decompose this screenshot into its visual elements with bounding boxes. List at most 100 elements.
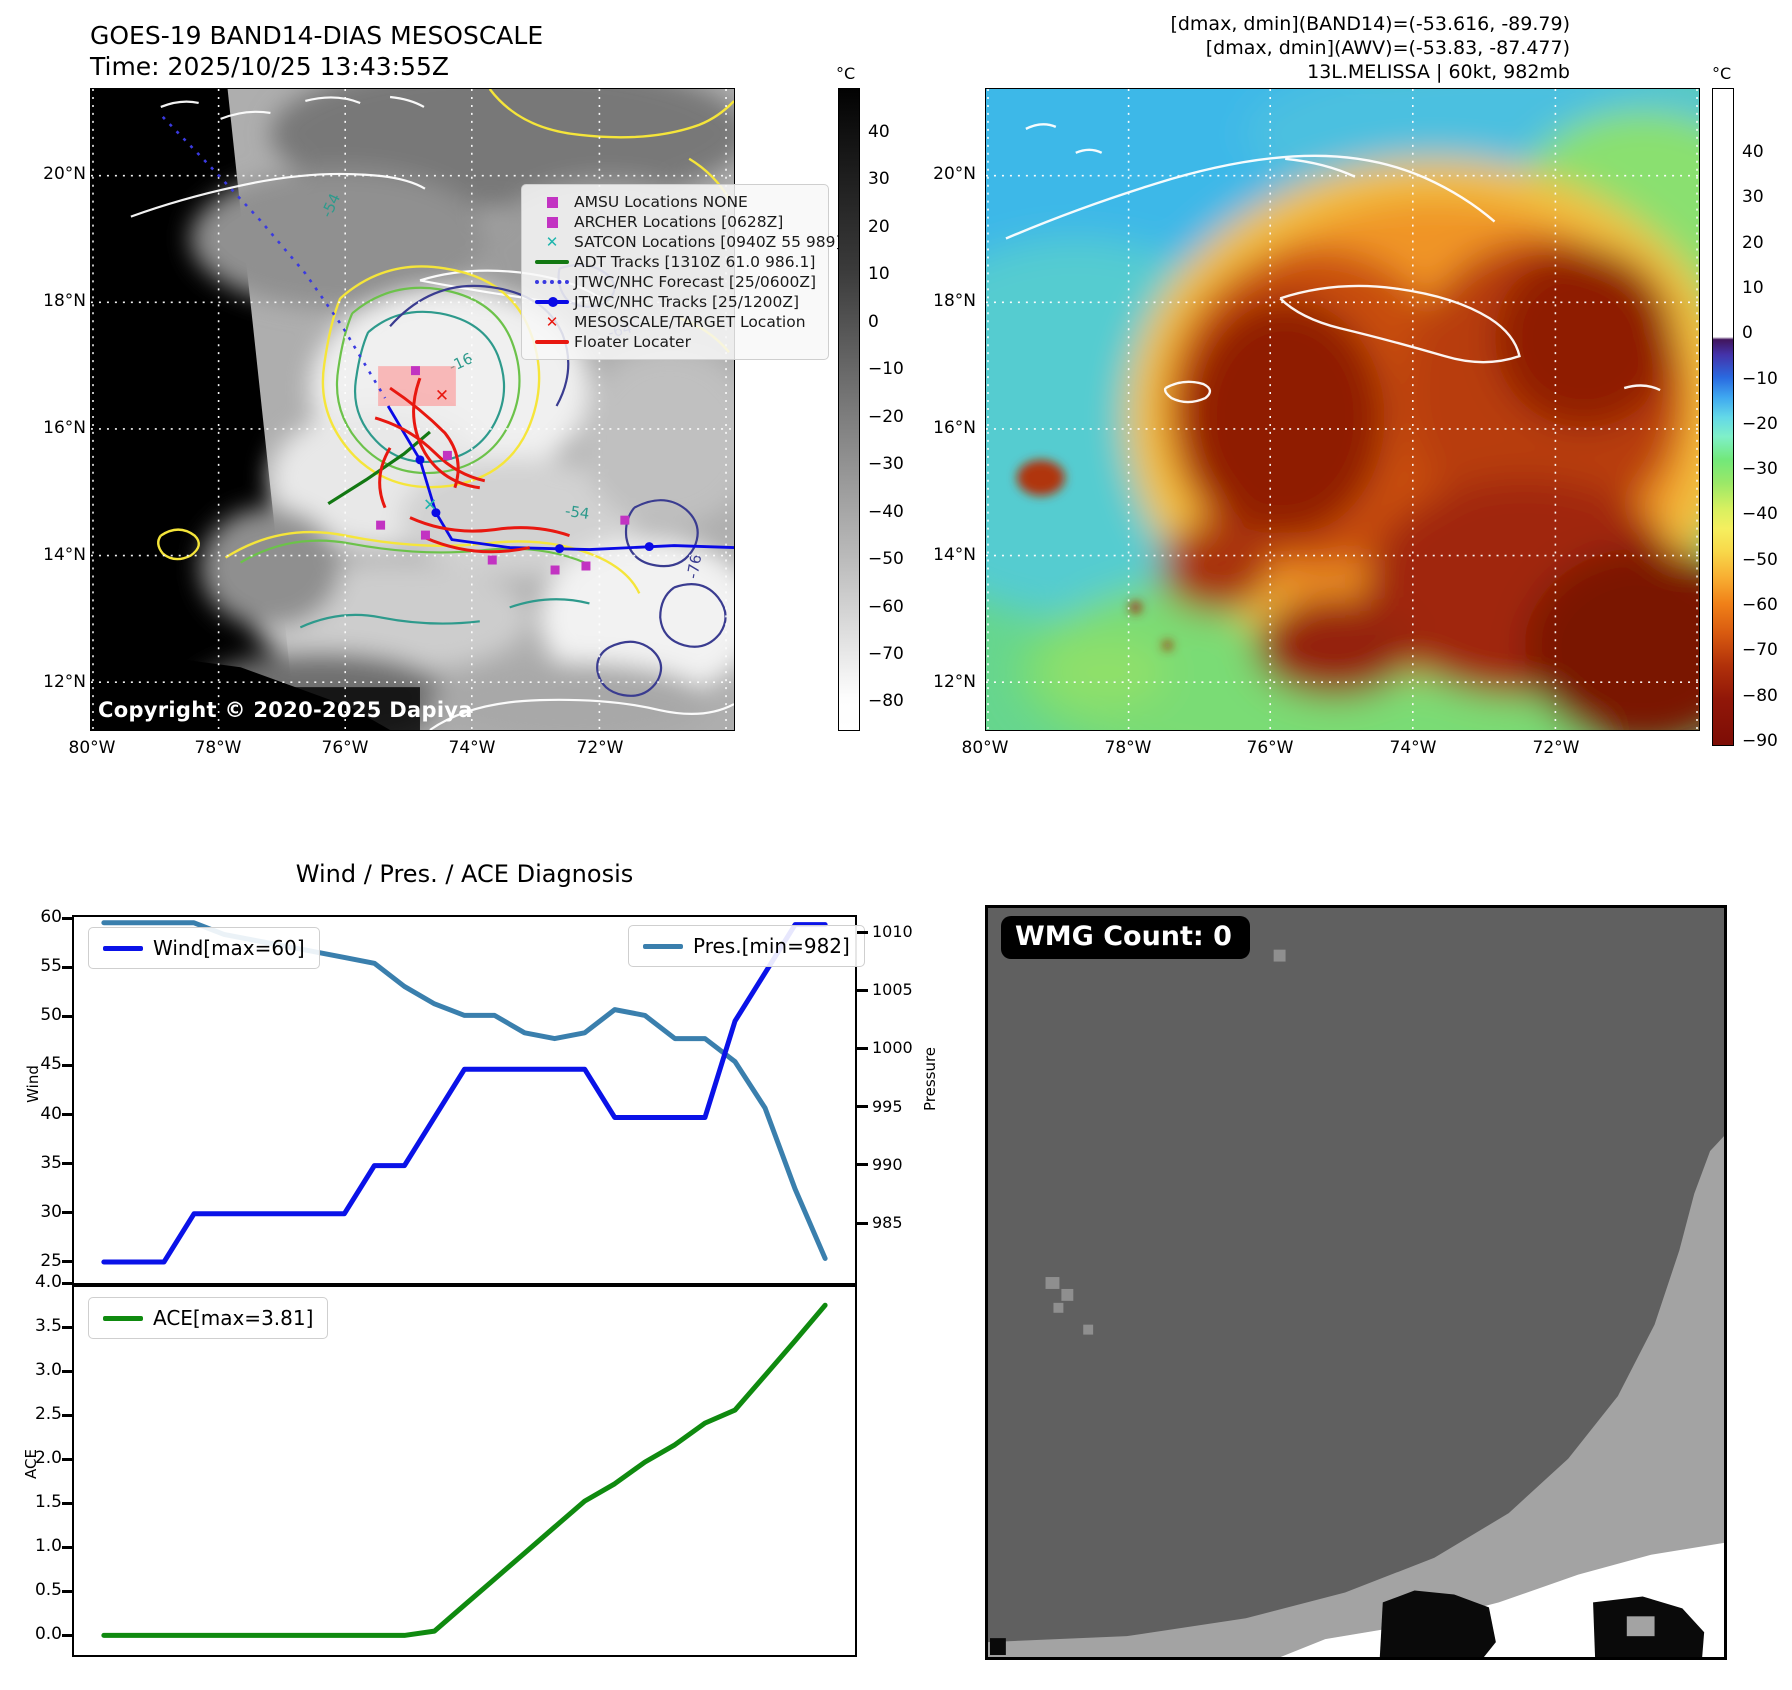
svg-text:✕: ✕ — [435, 385, 449, 405]
legend-item-label: SATCON Locations [0940Z 55 989] — [574, 233, 842, 251]
ace-legend: ACE[max=3.81] — [88, 1297, 329, 1339]
band14-colorbar-tick: 40 — [868, 122, 890, 142]
awv-colorbar-tick: 0 — [1742, 323, 1753, 344]
pressure-y-tick: 1005 — [872, 980, 913, 1000]
series-ACE[max=3.81] — [101, 1302, 828, 1638]
pressure-y-tick: 995 — [872, 1096, 903, 1116]
awv-colorbar-unit: °C — [1712, 64, 1732, 83]
line-marker-icon — [530, 260, 574, 264]
awv-colorbar-tick: 30 — [1742, 187, 1764, 208]
square-marker-icon — [530, 196, 574, 208]
band14-colorbar-tick: −50 — [868, 549, 904, 570]
awv-colorbar-tick: 40 — [1742, 142, 1764, 162]
ace-y-tick: 0.5 — [34, 1580, 62, 1600]
x-marker-icon: ✕ — [545, 232, 559, 251]
ace-y-tick: 2.0 — [34, 1448, 62, 1468]
awv-annotations: [dmax, dmin](BAND14)=(-53.616, -89.79) [… — [1100, 12, 1570, 84]
awv-colorbar-tick: 20 — [1742, 232, 1764, 253]
axis-tick-mark — [857, 988, 868, 992]
axis-tick-mark — [62, 1281, 72, 1285]
band14-title: GOES-19 BAND14-DIAS MESOSCALE Time: 2025… — [90, 20, 543, 82]
axis-tick-mark — [857, 1221, 868, 1225]
axis-tick-mark — [62, 1501, 72, 1505]
awv-colorbar-tick: −60 — [1742, 595, 1778, 615]
legend-item: AMSU Locations NONE — [530, 192, 818, 212]
legend-item-label: ARCHER Locations [0628Z] — [574, 213, 784, 231]
ace-line — [101, 1302, 828, 1638]
legend-item: ADT Tracks [1310Z 61.0 986.1] — [530, 252, 818, 272]
axis-tick-mark — [857, 1163, 868, 1167]
band14-lat-label: 14°N — [43, 545, 86, 565]
wind-y-tick: 55 — [40, 956, 62, 977]
wind-legend-line — [103, 945, 143, 951]
band14-colorbar-tick: −10 — [868, 359, 904, 380]
awv-lon-label: 74°W — [1389, 738, 1437, 758]
awv-map — [985, 88, 1700, 731]
legend-item-label: MESOSCALE/TARGET Location — [574, 313, 806, 331]
band14-colorbar-tick: 0 — [868, 311, 879, 332]
band14-lat-label: 12°N — [43, 672, 86, 692]
wind-pressure-lines — [101, 920, 828, 1265]
awv-colorbar-tick: −70 — [1742, 640, 1778, 661]
awv-colorbar — [1712, 88, 1734, 746]
pres-legend: Pres.[min=982] — [628, 925, 865, 967]
ace-y-tick: 3.5 — [34, 1316, 62, 1336]
axis-tick-mark — [62, 916, 72, 920]
awv-map-image — [986, 89, 1699, 730]
axis-tick-mark — [62, 965, 72, 969]
awv-lat-label: 20°N — [933, 164, 976, 184]
axis-tick-mark — [857, 930, 868, 934]
awv-colorbar-tick: −80 — [1742, 685, 1778, 706]
dotted-marker-icon — [530, 280, 574, 284]
ace-chart — [72, 1285, 857, 1657]
band14-lon-label: 78°W — [194, 738, 242, 758]
map-legend: AMSU Locations NONE ARCHER Locations [062… — [521, 184, 842, 360]
band14-lat-label: 18°N — [43, 291, 86, 311]
band14-time-line: Time: 2025/10/25 13:43:55Z — [90, 52, 449, 81]
legend-item: ✕ SATCON Locations [0940Z 55 989] — [530, 232, 842, 252]
awv-lat-label: 18°N — [933, 291, 976, 311]
wind-y-tick: 50 — [40, 1005, 62, 1026]
legend-item-label: JTWC/NHC Tracks [25/1200Z] — [574, 293, 800, 311]
wind-legend-label: Wind[max=60] — [153, 936, 305, 960]
pres-legend-line — [643, 943, 683, 949]
band14-colorbar-unit: °C — [836, 64, 856, 83]
band14-colorbar-tick: −40 — [868, 501, 904, 522]
band14-lon-label: 76°W — [321, 738, 369, 758]
axis-tick-mark — [62, 1014, 72, 1018]
ace-y-tick: 2.5 — [34, 1404, 62, 1424]
legend-item: Floater Locater — [530, 332, 818, 352]
legend-item-label: Floater Locater — [574, 333, 691, 351]
pressure-y-tick: 1000 — [872, 1038, 913, 1058]
pres-legend-label: Pres.[min=982] — [693, 934, 850, 958]
wind-pressure-chart — [72, 915, 857, 1285]
awv-colorbar-tick: −20 — [1742, 413, 1778, 434]
band14-lat-label: 20°N — [43, 164, 86, 184]
legend-item: JTWC/NHC Tracks [25/1200Z] — [530, 292, 818, 312]
awv-lon-label: 80°W — [961, 738, 1009, 758]
band14-colorbar-tick: 30 — [868, 169, 890, 190]
band14-colorbar — [838, 88, 860, 731]
legend-item-label: JTWC/NHC Forecast [25/0600Z] — [574, 273, 817, 291]
axis-tick-mark — [62, 1063, 72, 1067]
awv-lat-label: 16°N — [933, 418, 976, 438]
pressure-y-tick: 1010 — [872, 922, 913, 941]
line-dot-marker-icon — [530, 297, 574, 307]
legend-item-label: ADT Tracks [1310Z 61.0 986.1] — [574, 253, 816, 271]
axis-tick-mark — [62, 1369, 72, 1373]
diagnosis-title: Wind / Pres. / ACE Diagnosis — [295, 860, 634, 888]
band14-colorbar-tick: −20 — [868, 406, 904, 427]
awv-colorbar-tick: −50 — [1742, 549, 1778, 570]
axis-tick-mark — [62, 1211, 72, 1215]
axis-tick-mark — [62, 1162, 72, 1166]
awv-colorbar-tick: −40 — [1742, 504, 1778, 525]
axis-tick-mark — [62, 1545, 72, 1549]
wind-legend: Wind[max=60] — [88, 927, 320, 969]
band14-colorbar-tick: −30 — [868, 454, 904, 475]
line-marker-icon — [530, 340, 574, 344]
awv-lat-label: 12°N — [933, 672, 976, 692]
copyright-text: Copyright © 2020-2025 Dapiya — [98, 698, 473, 722]
wind-y-tick: 45 — [40, 1054, 62, 1075]
wind-y-tick: 35 — [40, 1152, 62, 1173]
